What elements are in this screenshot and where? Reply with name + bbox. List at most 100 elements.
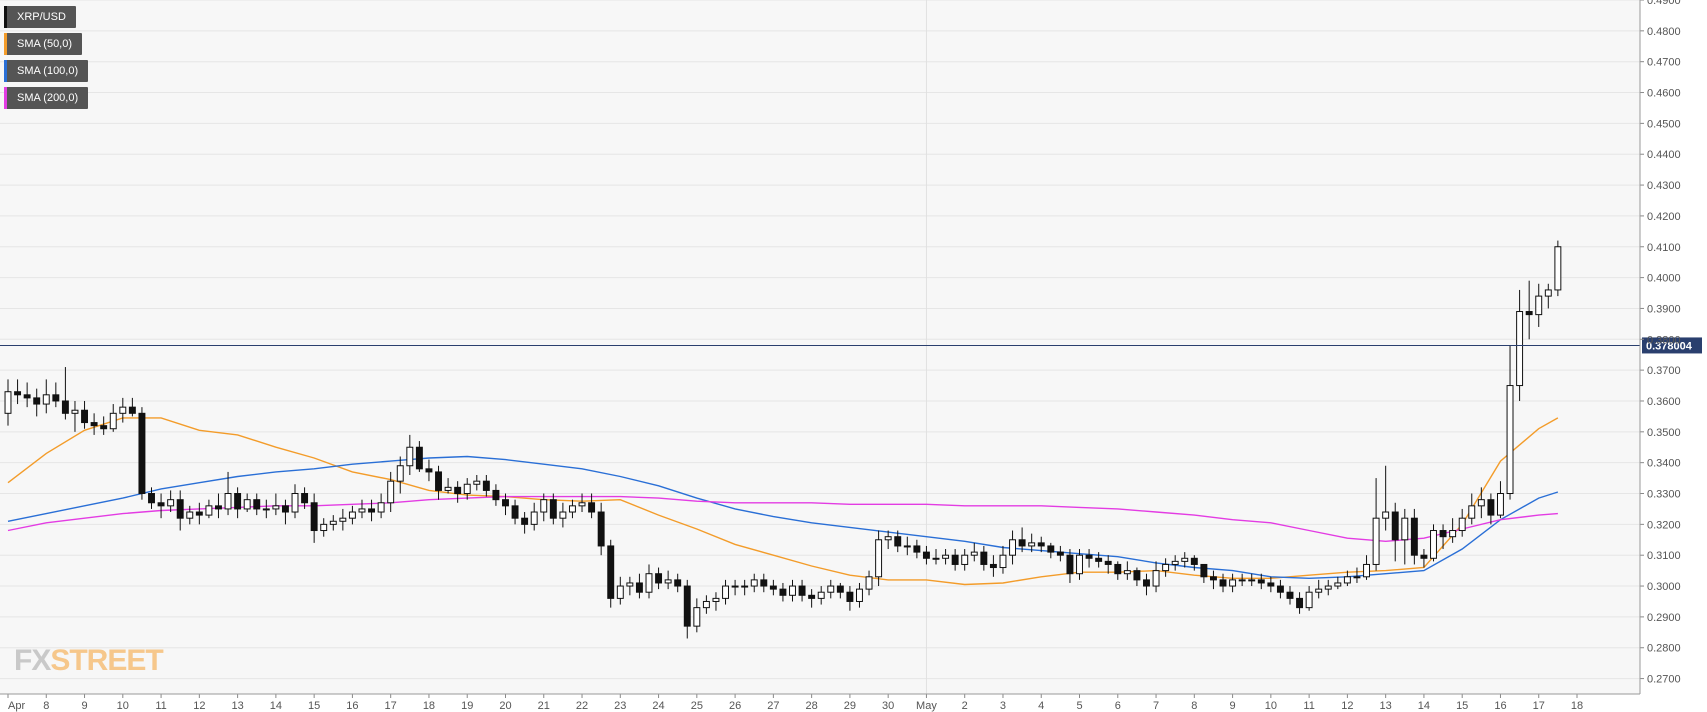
legend-swatch xyxy=(4,87,7,109)
x-tick-label: 23 xyxy=(614,700,626,712)
candle-body xyxy=(750,579,758,587)
candle-body xyxy=(1190,557,1198,565)
legend-item-sma200[interactable]: SMA (200,0) xyxy=(4,87,89,109)
x-tick-label: May xyxy=(916,700,937,712)
candle-body xyxy=(664,579,672,584)
candle-body xyxy=(970,551,978,556)
candle-body xyxy=(435,471,442,491)
candle-body xyxy=(387,480,395,504)
candle-body xyxy=(463,483,471,495)
candle-body xyxy=(4,391,12,414)
candle-body xyxy=(1181,557,1189,562)
candle-body xyxy=(568,505,576,513)
candle-body xyxy=(1430,530,1437,559)
candle-body xyxy=(875,539,883,578)
y-tick-label: 0.3900 xyxy=(1647,303,1681,315)
candle-body xyxy=(320,523,328,532)
candle-body xyxy=(1286,591,1294,599)
legend-item-sma50[interactable]: SMA (50,0) xyxy=(4,33,83,55)
x-tick-label: 22 xyxy=(576,700,588,712)
candle-body xyxy=(148,493,155,504)
x-tick-label: 10 xyxy=(1265,700,1277,712)
candle-body xyxy=(846,591,854,602)
y-tick-label: 0.4200 xyxy=(1647,211,1681,223)
x-tick-label: 11 xyxy=(1303,700,1314,712)
candle-body xyxy=(702,600,710,609)
candle-body xyxy=(1066,554,1074,575)
candle-body xyxy=(1114,563,1122,575)
legend-item-sma100[interactable]: SMA (100,0) xyxy=(4,60,89,82)
candle-body xyxy=(23,394,31,399)
x-tick-label: 15 xyxy=(1456,700,1468,712)
candle-body xyxy=(1382,511,1390,519)
candle-body xyxy=(836,585,844,593)
sma-lines xyxy=(7,417,1559,586)
candle-body xyxy=(301,493,309,504)
candle-body xyxy=(808,594,816,599)
legend-item-xrpusd[interactable]: XRP/USD xyxy=(4,6,76,28)
candle-body xyxy=(482,480,490,491)
candle-body xyxy=(205,505,213,516)
candle-body xyxy=(71,409,79,414)
y-tick-label: 0.3800 xyxy=(1647,334,1681,346)
candle-body xyxy=(789,585,796,596)
candle-body xyxy=(262,508,270,511)
y-tick-label: 0.3400 xyxy=(1647,458,1681,470)
candle-body xyxy=(578,502,586,507)
candle-body xyxy=(655,573,663,584)
x-tick-label: 14 xyxy=(270,700,282,712)
candle-body xyxy=(1525,311,1533,316)
candle-body xyxy=(425,468,433,473)
candle-body xyxy=(1018,539,1026,547)
candle-body xyxy=(884,536,892,541)
candle-body xyxy=(932,557,940,560)
x-tick-label: 11 xyxy=(155,700,166,712)
candle-body xyxy=(1391,511,1399,541)
current-price-line: 0.378004 xyxy=(0,337,1702,354)
candle-body xyxy=(1200,563,1208,578)
x-tick-label: 7 xyxy=(1153,700,1159,712)
candle-body xyxy=(1248,579,1256,582)
x-tick-label: 21 xyxy=(538,700,550,712)
candle-body xyxy=(33,397,41,405)
x-tick-label: 12 xyxy=(193,700,205,712)
candle-body xyxy=(176,499,184,519)
candle-body xyxy=(731,585,739,588)
y-tick-label: 0.4900 xyxy=(1647,0,1681,7)
candle-body xyxy=(741,585,749,588)
candle-body xyxy=(167,499,175,507)
candle-body xyxy=(1420,554,1428,559)
candle-body xyxy=(1516,311,1524,387)
candle-body xyxy=(1544,289,1552,297)
candle-body xyxy=(903,545,911,548)
candle-body xyxy=(1401,517,1409,541)
x-tick-label: 24 xyxy=(652,700,664,712)
candle-body xyxy=(358,508,366,513)
x-tick-label: 18 xyxy=(423,700,435,712)
y-tick-label: 0.4700 xyxy=(1647,57,1681,69)
x-tick-label: 15 xyxy=(308,700,320,712)
candle-body xyxy=(913,545,921,553)
y-tick-label: 0.3100 xyxy=(1647,550,1681,562)
legend-label: SMA (200,0) xyxy=(17,92,79,104)
candle-body xyxy=(492,489,500,501)
x-tick-label: 14 xyxy=(1418,700,1430,712)
candle-body xyxy=(942,554,950,559)
candle-body xyxy=(119,406,127,414)
candle-body xyxy=(798,585,806,596)
candle-body xyxy=(1095,557,1103,562)
candle-body xyxy=(42,394,50,405)
x-tick-label: 2 xyxy=(962,700,968,712)
x-tick-label: 4 xyxy=(1038,700,1044,712)
x-tick-label: 20 xyxy=(499,700,511,712)
candle-body xyxy=(339,517,347,522)
x-tick-label: 3 xyxy=(1000,700,1006,712)
candle-body xyxy=(100,425,108,430)
candle-body xyxy=(1410,517,1418,556)
x-tick-label: 18 xyxy=(1571,700,1583,712)
candle-body xyxy=(1056,551,1064,556)
candle-body xyxy=(549,499,557,519)
candle-body xyxy=(128,406,136,414)
